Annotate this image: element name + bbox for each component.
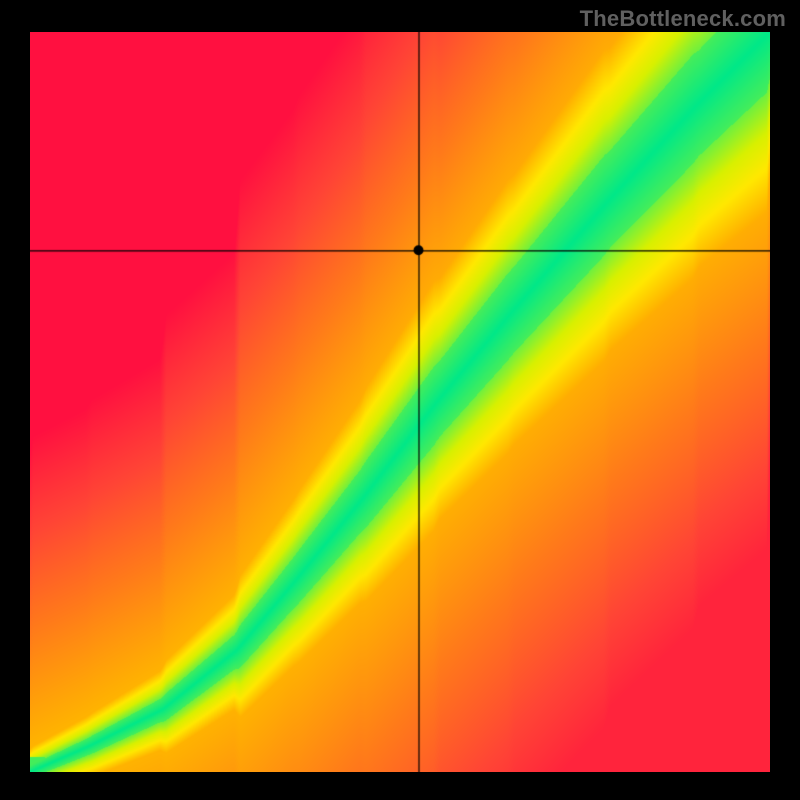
heatmap-canvas — [30, 32, 770, 772]
heatmap-plot — [30, 32, 770, 772]
chart-container: TheBottleneck.com — [0, 0, 800, 800]
watermark-text: TheBottleneck.com — [580, 6, 786, 32]
